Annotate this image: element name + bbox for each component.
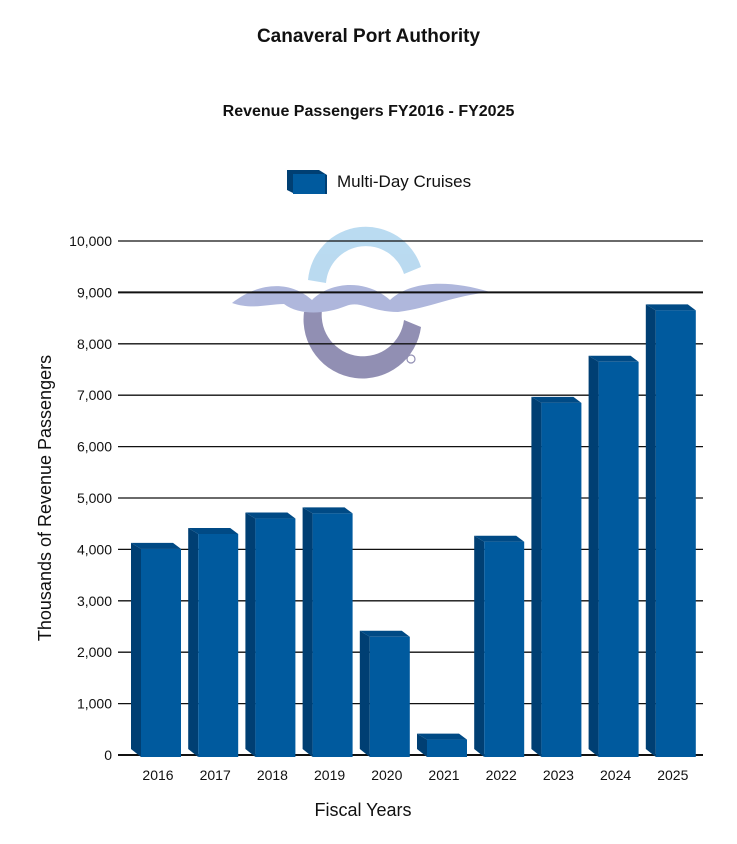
x-tick-label: 2023 — [543, 767, 574, 783]
port-canaveral-logo-icon — [232, 226, 490, 379]
bar-2023 — [531, 396, 582, 757]
y-tick-label: 0 — [104, 747, 112, 763]
x-tick-label: 2019 — [314, 767, 345, 783]
x-tick-label: 2025 — [657, 767, 688, 783]
bar-2020 — [359, 630, 410, 757]
bar-2016 — [131, 542, 181, 757]
y-tick-label: 4,000 — [77, 541, 112, 557]
x-axis-title: Fiscal Years — [314, 800, 411, 820]
legend-swatch-icon — [287, 170, 327, 194]
y-tick-label: 7,000 — [77, 387, 112, 403]
bar-2022 — [474, 535, 525, 757]
chart-main-title: Canaveral Port Authority — [256, 26, 481, 47]
x-tick-label: 2020 — [371, 767, 402, 783]
y-tick-label: 8,000 — [77, 336, 112, 352]
bar-2018 — [245, 512, 296, 757]
x-tick-label: 2021 — [428, 767, 459, 783]
y-tick-label: 1,000 — [77, 696, 112, 712]
y-tick-label: 3,000 — [77, 593, 112, 609]
x-tick-label: 2024 — [600, 767, 631, 783]
chart-legend: Multi-Day Cruises — [287, 170, 471, 194]
y-tick-label: 6,000 — [77, 439, 112, 455]
bar-2024 — [588, 355, 639, 757]
bar-2017 — [188, 527, 239, 757]
bar-2021 — [417, 733, 467, 757]
y-axis-ticks: 0 1,000 2,000 3,000 4,000 5,000 6,000 7,000 8,00… — [69, 233, 112, 763]
x-tick-label: 2018 — [257, 767, 288, 783]
bar-2019 — [302, 507, 353, 757]
legend-label: Multi-Day Cruises — [337, 172, 472, 191]
y-tick-label: 10,000 — [69, 233, 112, 249]
x-tick-label: 2022 — [486, 767, 517, 783]
y-tick-label: 5,000 — [77, 490, 112, 506]
x-tick-label: 2017 — [200, 767, 231, 783]
bars — [131, 304, 696, 757]
bar-2025 — [645, 304, 696, 757]
y-axis-title: Thousands of Revenue Passengers — [35, 355, 55, 641]
chart-subtitle: Revenue Passengers FY2016 - FY2025 — [222, 103, 515, 120]
x-tick-label: 2016 — [142, 767, 173, 783]
x-axis-ticks: 2016 2017 2018 2019 2020 2021 2022 2023 2024 2025 — [142, 767, 688, 783]
y-tick-label: 9,000 — [77, 284, 112, 300]
y-tick-label: 2,000 — [77, 644, 112, 660]
